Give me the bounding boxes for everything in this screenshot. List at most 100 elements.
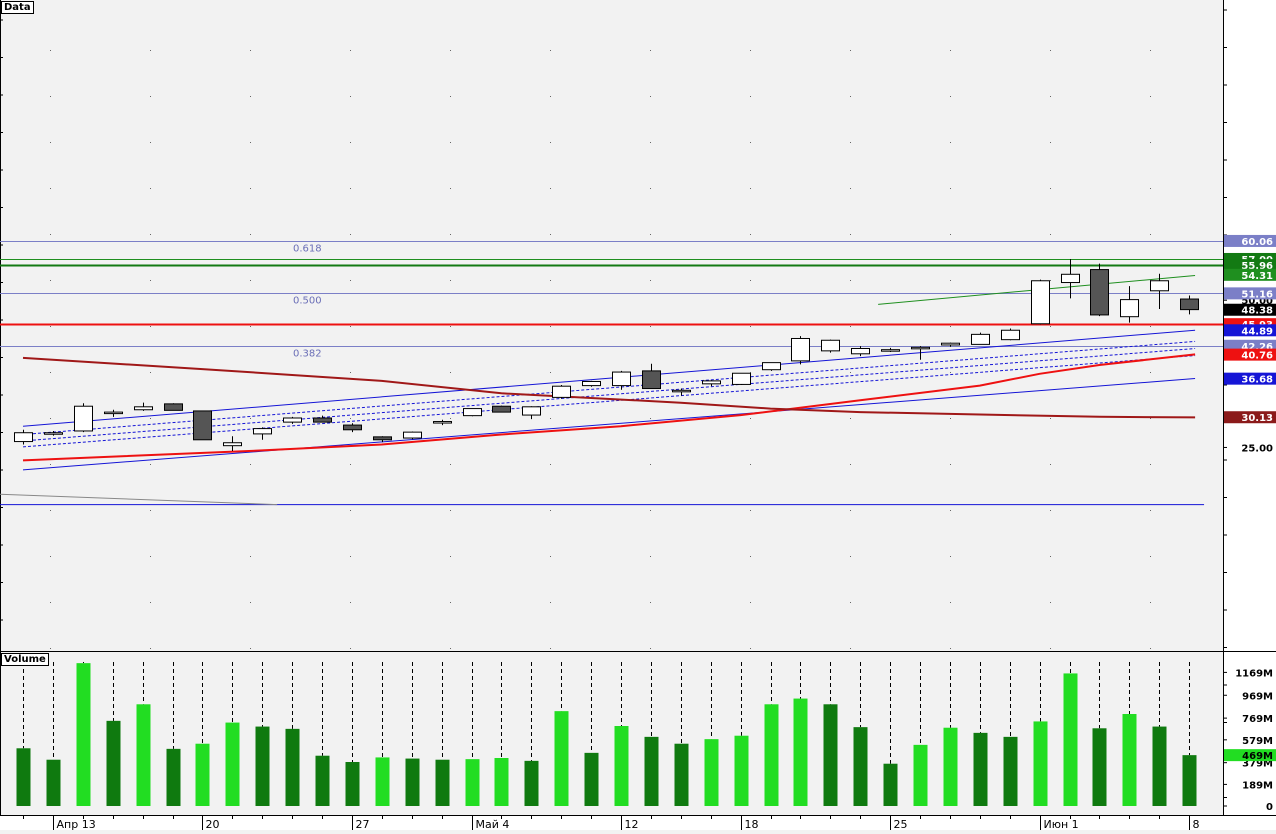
grid-dot xyxy=(650,188,651,189)
grid-dot xyxy=(650,418,651,419)
price-tag: 44.89 xyxy=(1224,324,1276,337)
price-tag-background xyxy=(1224,287,1276,300)
volume-bar xyxy=(644,736,659,806)
price-tag-label: 44.89 xyxy=(1241,326,1273,337)
grid-dot xyxy=(150,280,151,281)
grid-dot xyxy=(1050,234,1051,235)
candle-body xyxy=(881,349,900,352)
grid-dot xyxy=(250,418,251,419)
candlestick xyxy=(522,406,541,420)
grid-dot xyxy=(50,648,51,649)
grid-dot xyxy=(550,418,551,419)
volume-tick-label: 579M xyxy=(1242,736,1273,747)
volume-tick-label: 189M xyxy=(1242,780,1273,791)
candle-body xyxy=(642,370,661,390)
price-tag-background xyxy=(1224,268,1276,281)
grid-dot xyxy=(1150,234,1151,235)
grid-dot xyxy=(850,50,851,51)
candlestick xyxy=(134,402,153,411)
candles xyxy=(14,258,1199,451)
candlestick xyxy=(463,408,482,417)
grid-dot xyxy=(850,234,851,235)
grid-dot xyxy=(350,418,351,419)
candle-body xyxy=(1090,269,1109,316)
grid-dot xyxy=(750,326,751,327)
grid-dot xyxy=(650,648,651,649)
volume-bar xyxy=(704,739,719,806)
candlestick xyxy=(552,385,571,399)
volume-bar xyxy=(166,748,181,806)
grid-dot xyxy=(1050,418,1051,419)
grid-dot xyxy=(450,648,451,649)
volume-bar xyxy=(465,759,480,806)
grid-dot xyxy=(350,510,351,511)
volume-bar xyxy=(614,726,629,806)
grid-dot xyxy=(350,142,351,143)
price-tag-background xyxy=(1224,348,1276,361)
price-tag-label: 30.13 xyxy=(1241,413,1273,424)
grid-dot xyxy=(150,142,151,143)
trend-channel-dashed-line xyxy=(22,340,1196,435)
candle-body xyxy=(463,408,482,417)
candlestick xyxy=(283,416,302,424)
grid-dot xyxy=(750,188,751,189)
candlestick xyxy=(612,370,631,390)
grid-dot xyxy=(850,326,851,327)
candlestick xyxy=(762,362,781,371)
volume-panel-tab[interactable]: Volume xyxy=(1,653,49,666)
candlestick xyxy=(791,336,810,365)
grid-dot xyxy=(950,234,951,235)
time-axis-label: 8 xyxy=(1193,818,1200,830)
price-tag-label: 42.26 xyxy=(1241,342,1273,353)
grid-dot xyxy=(150,234,151,235)
candlestick xyxy=(14,429,33,445)
grid-dot xyxy=(550,280,551,281)
volume-bar xyxy=(584,752,599,806)
volume-bar xyxy=(106,720,121,806)
grid-dot xyxy=(150,326,151,327)
candlestick xyxy=(104,409,123,417)
price-tag: 51.16 xyxy=(1224,287,1276,300)
grid-dot xyxy=(650,326,651,327)
grid-dot xyxy=(550,50,551,51)
data-panel-tab[interactable]: Data xyxy=(1,1,34,14)
candle-body xyxy=(433,421,452,424)
grid-dot xyxy=(1150,418,1151,419)
candle-body xyxy=(1180,298,1199,311)
grid-dot xyxy=(450,418,451,419)
volume-bar xyxy=(913,744,928,806)
volume-bar xyxy=(405,758,420,806)
candle-body xyxy=(1031,280,1050,325)
candlestick xyxy=(164,403,183,411)
grid-dot xyxy=(1050,464,1051,465)
grid-dot xyxy=(750,372,751,373)
candle-body xyxy=(104,411,123,415)
volume-tick-label: 769M xyxy=(1242,714,1273,725)
candle-body xyxy=(1061,273,1080,284)
grid-dot xyxy=(950,602,951,603)
grid-dot xyxy=(950,556,951,557)
grid-dot xyxy=(150,464,151,465)
grid-dot xyxy=(950,50,951,51)
candlestick xyxy=(1061,258,1080,299)
time-axis-label: 27 xyxy=(356,818,370,830)
candle-body xyxy=(522,406,541,416)
candlestick xyxy=(582,380,601,387)
grid-dot xyxy=(150,510,151,511)
price-tag: 54.31 xyxy=(1224,268,1276,282)
grid-dot xyxy=(550,510,551,511)
candlestick xyxy=(821,339,840,353)
candlestick xyxy=(223,436,242,451)
grid-dot xyxy=(1050,326,1051,327)
candlestick xyxy=(702,380,721,387)
fibonacci-level-label: 0.500 xyxy=(293,296,322,307)
candle-body xyxy=(791,337,810,362)
price-tag-background xyxy=(1224,234,1276,247)
candle-body xyxy=(313,417,332,423)
grid-dot xyxy=(450,96,451,97)
grid-dot xyxy=(1150,648,1151,649)
grid-dot xyxy=(850,510,851,511)
candlestick xyxy=(1001,328,1020,341)
